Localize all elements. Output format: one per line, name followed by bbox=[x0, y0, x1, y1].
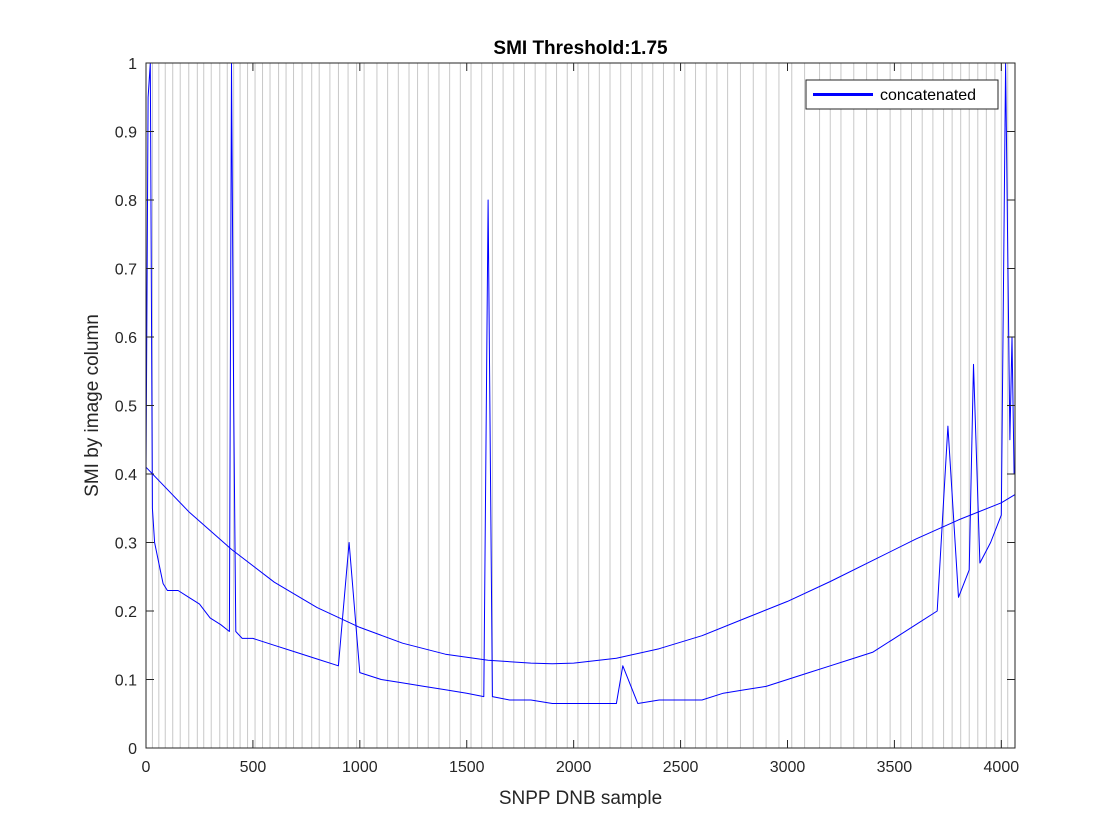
y-tick-label-3: 0.3 bbox=[115, 536, 137, 553]
y-axis-label: SMI by image column bbox=[82, 314, 103, 497]
x-tick-label-7: 3500 bbox=[877, 759, 913, 776]
chart-title: SMI Threshold:1.75 bbox=[493, 38, 668, 59]
series-line-1 bbox=[145, 466, 1016, 665]
y-tick-label-10: 1 bbox=[128, 56, 137, 73]
y-axis-ticks: 0 0.1 0.2 0.3 0.4 0.5 0.6 0.7 0.8 0.9 1 bbox=[115, 56, 1015, 758]
x-axis-ticks: 0 500 1000 1500 2000 2500 3000 3500 4000 bbox=[142, 63, 1020, 776]
x-tick-label-0: 0 bbox=[142, 759, 151, 776]
axes-background bbox=[146, 63, 1015, 748]
legend-entry-concatenated: concatenated bbox=[880, 87, 976, 104]
series-line-concatenated bbox=[145, 62, 1015, 704]
vertical-reference-lines bbox=[151, 63, 1009, 748]
y-tick-label-8: 0.8 bbox=[115, 193, 137, 210]
y-tick-label-2: 0.2 bbox=[115, 604, 137, 621]
x-tick-label-4: 2000 bbox=[556, 759, 592, 776]
x-tick-label-5: 2500 bbox=[663, 759, 699, 776]
y-tick-label-7: 0.7 bbox=[115, 262, 137, 279]
y-tick-label-0: 0 bbox=[128, 741, 137, 758]
x-axis-label: SNPP DNB sample bbox=[499, 788, 662, 809]
y-tick-label-6: 0.6 bbox=[115, 330, 137, 347]
x-tick-label-3: 1500 bbox=[449, 759, 485, 776]
legend: concatenated bbox=[805, 79, 999, 110]
x-tick-label-2: 1000 bbox=[342, 759, 378, 776]
plot-area: 0 500 1000 1500 2000 2500 3000 3500 4000 0 0.1 0.2… bbox=[115, 56, 1019, 776]
y-tick-label-5: 0.5 bbox=[115, 399, 137, 416]
y-tick-label-9: 0.9 bbox=[115, 125, 137, 142]
x-tick-label-8: 4000 bbox=[984, 759, 1020, 776]
y-tick-label-4: 0.4 bbox=[115, 467, 137, 484]
x-tick-label-6: 3000 bbox=[770, 759, 806, 776]
y-tick-label-1: 0.1 bbox=[115, 673, 137, 690]
series-layer bbox=[145, 62, 1016, 704]
x-tick-label-1: 500 bbox=[240, 759, 267, 776]
